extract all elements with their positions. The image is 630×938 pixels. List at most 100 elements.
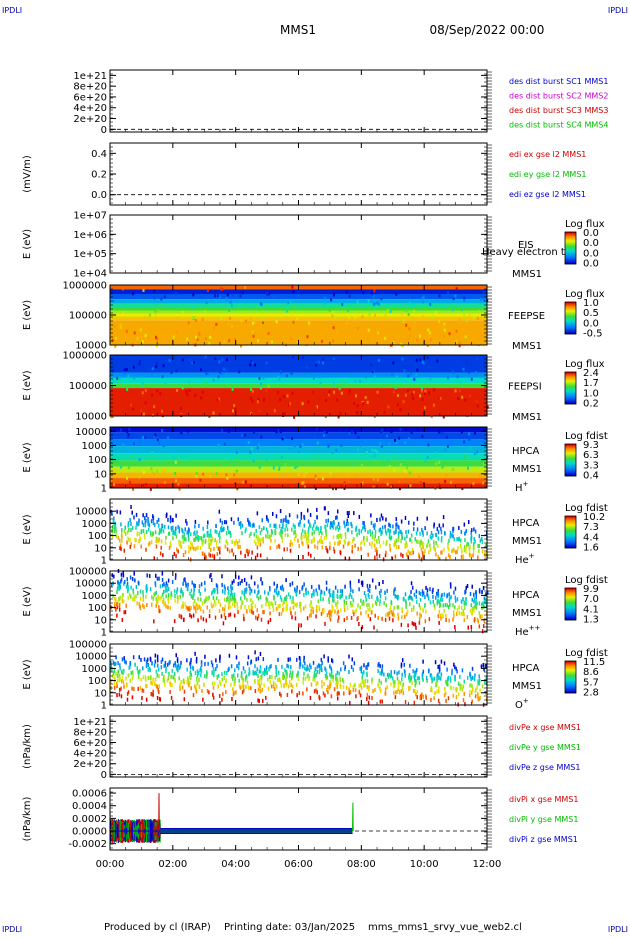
spectrogram-pixel [347, 542, 349, 546]
spectrogram-pixel [466, 319, 468, 322]
spectrogram-pixel [383, 411, 385, 414]
spectrogram-pixel [142, 590, 144, 594]
spectrogram-pixel [229, 605, 231, 609]
spectrogram-pixel [194, 538, 196, 542]
spectrogram-pixel [231, 549, 233, 553]
spectrogram-pixel [340, 589, 342, 593]
spectrogram-pixel [327, 613, 329, 617]
spectrogram-pixel [389, 529, 391, 533]
spectrogram-pixel [379, 599, 381, 603]
spectrogram-pixel [149, 541, 151, 545]
spectrogram-pixel [293, 321, 295, 324]
spectrogram-pixel [333, 599, 335, 603]
spectrogram-pixel [356, 608, 358, 612]
colorbar-label: 0.2 [583, 398, 599, 409]
spectrogram-pixel [164, 468, 166, 471]
spectrogram-pixel [310, 601, 312, 605]
spectrogram-pixel [456, 695, 458, 699]
spectrogram-pixel [406, 413, 408, 416]
spectrogram-pixel [381, 670, 383, 674]
spectrogram-pixel [384, 428, 386, 431]
spectrogram-pixel [194, 652, 196, 656]
spectrogram-pixel [163, 364, 165, 367]
spectrogram-pixel [201, 542, 203, 546]
spectrogram-pixel [255, 542, 256, 546]
spectrogram-pixel [297, 514, 299, 518]
spectrogram-pixel [265, 696, 267, 700]
spectrogram-pixel [177, 549, 179, 553]
spectrogram-pixel [369, 608, 371, 612]
spectrogram-pixel [431, 675, 433, 679]
spectrogram-pixel [138, 539, 140, 543]
spectrogram-pixel [112, 594, 114, 598]
spectrogram-pixel [343, 380, 345, 383]
spectrogram-pixel [160, 546, 162, 550]
spectrogram-pixel [285, 533, 287, 537]
spectrogram-pixel [219, 694, 221, 698]
spectrogram-pixel [296, 317, 298, 320]
spectrogram-pixel [212, 681, 214, 685]
spectrogram-pixel [224, 443, 226, 446]
spectrogram-pixel [162, 375, 164, 378]
spectrogram-pixel [365, 610, 367, 614]
spectrogram-pixel [459, 687, 461, 691]
spectrogram-pixel [446, 682, 448, 686]
spectrogram-pixel [203, 683, 205, 687]
spectrogram-pixel [152, 379, 154, 382]
spectrogram-pixel [228, 322, 230, 325]
spectrogram-pixel [168, 579, 170, 583]
spectrogram-pixel [401, 520, 403, 524]
spectrogram-pixel [257, 553, 259, 557]
spectrogram-pixel [469, 683, 471, 687]
spectrogram-pixel [287, 520, 289, 524]
spectrogram-pixel [443, 603, 445, 607]
spectrogram-pixel [116, 590, 118, 594]
spectrogram-pixel [330, 298, 332, 301]
spectrogram-pixel [276, 514, 278, 518]
spectrogram-pixel [352, 657, 354, 661]
spectrogram-pixel [237, 541, 239, 545]
spectrogram-pixel [363, 602, 365, 606]
spectrogram-pixel [279, 378, 281, 381]
spectrogram-pixel [217, 590, 219, 594]
spectrogram-pixel [188, 527, 190, 531]
spectrogram-pixel [425, 694, 427, 698]
spectrogram-pixel [215, 524, 217, 528]
spectrogram-pixel [446, 436, 448, 439]
spectrogram-pixel [409, 676, 411, 680]
spectrogram-pixel [463, 612, 465, 616]
spectrogram-pixel [323, 434, 325, 437]
spectrogram-pixel [276, 430, 278, 433]
spectrogram-pixel [392, 676, 394, 680]
y-tick-label: 2e+20 [73, 114, 107, 125]
spectrogram-pixel [192, 316, 194, 319]
spectrogram-pixel [424, 526, 426, 530]
spectrogram-pixel [257, 698, 259, 702]
spectrogram-pixel [398, 685, 400, 689]
spectrogram-pixel [405, 700, 407, 704]
spectrogram-pixel [321, 680, 323, 684]
spectrogram-pixel [225, 678, 227, 682]
spectrogram-pixel [290, 611, 292, 615]
spectrogram-pixel [279, 531, 281, 535]
spectrogram-pixel [274, 539, 276, 543]
spectrogram-pixel [279, 545, 281, 549]
spectrogram-pixel [170, 596, 172, 600]
spectrogram-pixel [289, 543, 291, 547]
spectrogram-pixel [346, 522, 348, 526]
spectrogram-pixel [212, 663, 214, 667]
spectrogram-pixel [306, 665, 308, 669]
spectrogram-pixel [282, 539, 284, 543]
spectrogram-pixel [119, 608, 121, 612]
spectrogram-pixel [420, 598, 422, 602]
y-tick-label: 1000 [82, 664, 107, 675]
spectrogram-pixel [259, 409, 261, 412]
spectrogram-pixel [315, 477, 317, 480]
spectrogram-pixel [132, 577, 134, 581]
spectrogram-pixel [253, 459, 255, 462]
spectrogram-pixel [475, 530, 477, 534]
spectrogram-pixel [239, 522, 241, 526]
spectrogram-pixel [166, 581, 168, 585]
panel-frame [110, 716, 487, 777]
